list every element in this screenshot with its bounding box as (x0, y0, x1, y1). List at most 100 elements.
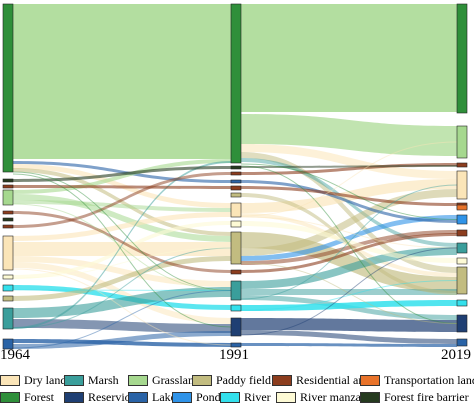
flow-line-9 (240, 165, 458, 324)
legend-swatch-forest-fire-barrier (360, 391, 380, 403)
node-1964-dry-land-7 (2, 235, 14, 271)
node-2019-river-11 (456, 299, 468, 307)
legend-swatch-grassland (128, 374, 148, 386)
node-2019-river-manzanita-9 (456, 257, 468, 265)
node-1964-residential-area-6 (2, 224, 14, 229)
flow-band-31 (241, 189, 457, 256)
flow-band-3 (13, 168, 231, 236)
flow-band-43 (241, 193, 457, 295)
node-1964-grassland-3 (2, 189, 14, 206)
flow-line-15 (240, 141, 458, 217)
legend-item-reservior: Reservior (64, 389, 135, 405)
node-1964-residential-area-2 (2, 184, 14, 189)
flow-band-4 (13, 159, 231, 194)
node-1964-river-9 (2, 284, 14, 292)
legend-item-transportation-land: Transportation land (360, 372, 474, 388)
flow-line-11 (240, 262, 458, 324)
node-2019-lake-13 (456, 338, 468, 347)
legend-swatch-residential-area (272, 374, 292, 386)
legend-item-paddy-field: Paddy field (192, 372, 271, 388)
node-2019-residential-area-2 (456, 162, 468, 168)
flow-line-2 (12, 268, 232, 346)
flow-line-6 (12, 290, 232, 349)
legend-item-marsh: Marsh (64, 372, 119, 388)
flow-line-12 (240, 184, 458, 300)
legend-label-forest-fire-barrier: Forest fire barrier (384, 389, 469, 404)
flow-band-10 (13, 262, 231, 324)
flow-band-15 (13, 319, 231, 333)
flow-band-42 (241, 180, 457, 223)
legend-swatch-dry-land (0, 374, 20, 386)
node-1991-marsh-10 (230, 280, 242, 301)
flow-band-5 (13, 194, 231, 242)
node-1991-forest-fire-barrier-1 (230, 165, 242, 170)
flow-band-16 (13, 161, 231, 329)
flow-band-46 (241, 233, 457, 273)
flow-band-19 (13, 166, 231, 182)
legend-item-dry-land: Dry land (0, 372, 66, 388)
node-1991-lake-13 (230, 342, 242, 348)
node-1991-residential-area-9 (230, 269, 242, 275)
flow-band-39 (241, 330, 457, 344)
node-1964-forest-0 (2, 3, 14, 173)
flow-band-20 (13, 185, 231, 189)
flow-band-17 (13, 339, 231, 347)
legend-label-pond: Pond (196, 389, 221, 404)
legend-swatch-river (220, 391, 240, 403)
legend-swatch-reservior (64, 391, 84, 403)
flow-band-6 (13, 200, 231, 212)
node-layer (2, 3, 468, 350)
node-2019-transportation-land-5 (456, 204, 468, 211)
legend-swatch-marsh (64, 374, 84, 386)
node-2019-grassland-1 (456, 125, 468, 159)
legend-swatch-forest (0, 391, 20, 403)
flow-band-26 (241, 152, 457, 273)
flow-band-9 (13, 256, 231, 287)
node-1991-forest-0 (230, 3, 242, 164)
flow-band-0 (13, 4, 231, 159)
legend-label-river-manzanita: River manzanita (300, 389, 379, 404)
legend-swatch-river-manzanita (276, 391, 296, 403)
flow-band-23 (241, 4, 457, 112)
flow-band-21 (13, 211, 231, 273)
flow-band-11 (13, 221, 231, 279)
legend-swatch-paddy-field (192, 374, 212, 386)
flow-line-1 (12, 173, 232, 328)
flow-line-3 (12, 203, 232, 291)
flow-band-47 (241, 165, 457, 168)
flow-band-37 (241, 300, 457, 311)
flow-line-4 (12, 289, 232, 291)
flow-layer (12, 4, 458, 349)
legend-swatch-lake (128, 391, 148, 403)
flow-line-10 (240, 216, 458, 249)
node-1991-river-11 (230, 304, 242, 312)
flow-line-7 (12, 247, 232, 279)
legend-item-grassland: Grassland (128, 372, 200, 388)
legend-item-forest-fire-barrier: Forest fire barrier (360, 389, 469, 405)
node-2019-forest-0 (456, 3, 468, 114)
node-1991-reservior-12 (230, 317, 242, 337)
node-2019-residential-area-7 (456, 229, 468, 237)
node-1964-lake-12 (2, 338, 14, 350)
node-1991-paddy-field-5 (230, 192, 242, 198)
node-2019-dry-land-3 (456, 170, 468, 200)
legend-label-residential-area: Residential area (296, 372, 373, 387)
node-1964-paddy-field-10 (2, 295, 14, 302)
flow-line-5 (12, 247, 232, 329)
node-2019-reservior-12 (456, 314, 468, 333)
sankey-diagram (2, 3, 468, 350)
flow-band-22 (13, 172, 231, 228)
flow-band-33 (241, 230, 457, 265)
flow-line-13 (240, 280, 458, 311)
node-1991-lake-3 (230, 179, 242, 184)
node-1991-river-manzanita-7 (230, 220, 242, 228)
legend-label-transportation-land: Transportation land (384, 372, 474, 387)
node-1964-forest-fire-barrier-5 (2, 217, 14, 222)
flow-band-24 (241, 114, 457, 156)
legend-item-river: River (220, 389, 271, 405)
legend-label-paddy-field: Paddy field (216, 372, 271, 387)
flow-band-13 (13, 256, 231, 301)
legend-swatch-transportation-land (360, 374, 380, 386)
flow-band-25 (241, 144, 457, 179)
